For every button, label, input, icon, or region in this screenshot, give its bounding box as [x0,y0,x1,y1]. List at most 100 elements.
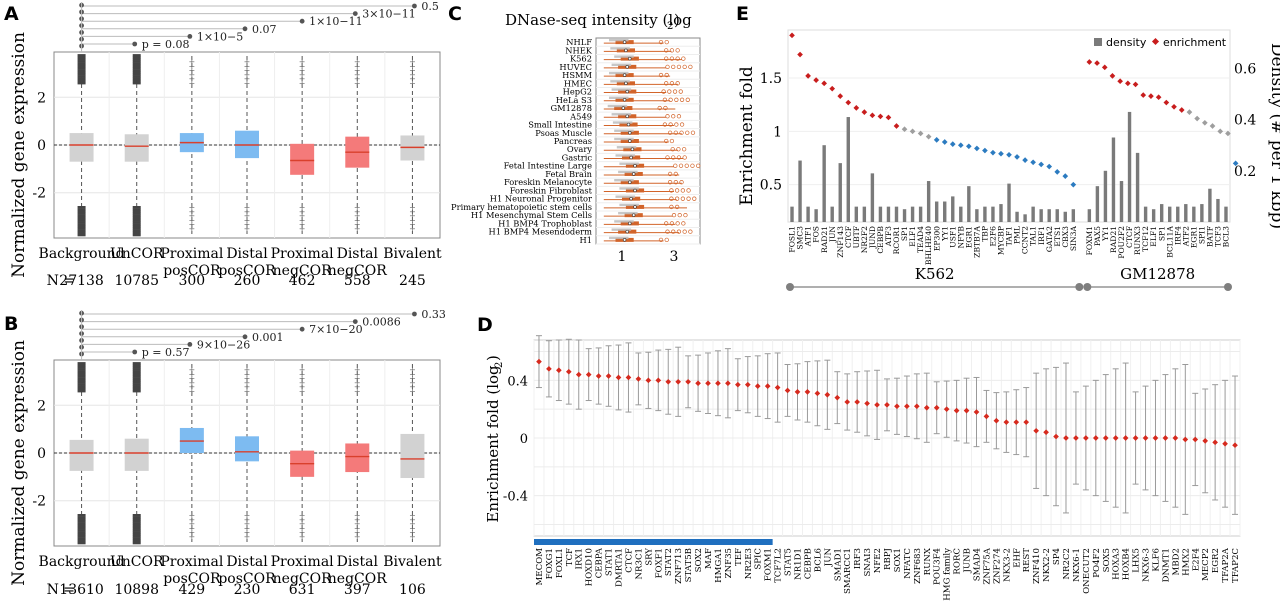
tf-label: EGR2 [1211,548,1221,573]
outlier-circle [674,196,680,201]
outlier-circle [676,147,681,152]
enrichment-point [595,373,602,379]
outlier-circle [682,229,687,234]
tf-label: TCF7L2 [774,548,784,583]
outlier-point: + [299,220,306,229]
enrichment-point [993,417,1000,424]
tf-label: TCF12 [1141,226,1150,252]
outlier-point: + [299,370,306,379]
box-grey [611,113,632,116]
outlier-point [77,526,86,530]
enrichment-point [565,368,572,375]
tf-label: CBX3 [1061,226,1070,248]
outlier-circle [664,221,669,226]
density-bar [1159,204,1164,222]
outlier-point [132,69,141,72]
enrichment-point [885,114,892,121]
median-point [628,180,632,184]
category-label: Proximal [271,246,335,262]
median-point [629,155,633,160]
outlier-point: + [189,58,196,67]
outlier-circle [679,130,684,135]
panel-label-e: E [736,3,749,25]
pvalue-label: 0.5 [421,0,439,13]
outlier-point [132,75,141,78]
category-label: Proximal [271,554,335,570]
outlier-point: + [409,378,416,387]
outlier-point: + [189,79,196,88]
outlier-point [77,537,86,541]
outlier-point: + [189,207,196,216]
outlier-point: + [354,70,361,79]
box-grey [619,187,639,190]
median-point [625,114,629,118]
tf-label: POU2F2 [1117,226,1126,259]
enrichment-point [877,113,884,120]
cell-type-label: NHLF [566,37,592,47]
density-bar [1111,137,1116,222]
chart-title-end: ) [674,11,680,29]
density-bar [1143,206,1148,222]
outlier-point: + [244,75,251,84]
tf-label: RBPJ [883,547,893,570]
outlier-point [77,541,86,545]
outlier-point: + [354,370,361,379]
outlier-circle [667,180,673,185]
tf-label: BCL3 [1222,226,1231,248]
tf-label: RCOR1 [892,226,901,254]
category-label: Background [39,246,125,262]
category-label: posCOR [218,571,276,587]
outlier-point: + [409,224,416,233]
enrichment-point [1101,64,1108,71]
pvalue-label: 9×10−26 [197,338,250,351]
outlier-circle [658,72,664,78]
box-grey [612,121,633,124]
density-bar [1151,209,1156,222]
outlier-point: + [299,528,306,537]
count-label: 631 [289,582,316,598]
outlier-circle [676,64,682,69]
enrichment-point [784,387,791,394]
outlier-point: + [244,520,251,529]
cell-type-label: Primary hematopoietic stem cells [451,202,592,212]
box-grey [124,438,149,471]
enrichment-point [1140,92,1147,98]
outlier-point [132,79,141,83]
cell-type-label: Gastric [562,152,593,162]
density-bar [1127,111,1132,222]
outlier-point [132,229,141,233]
pvalue-dot [352,11,358,16]
outlier-point: + [244,366,251,375]
outlier-point: + [244,66,251,75]
tf-label: CTCF [1125,226,1134,248]
pvalue-label: 0.07 [252,23,277,36]
density-bar [1023,214,1027,222]
enrichment-point [1030,159,1036,166]
outlier-point [77,514,86,517]
enrichment-point [904,403,910,410]
enrichment-point [1038,161,1044,168]
pvalue-dot [242,26,248,32]
enrichment-point [941,139,948,145]
count-label: 260 [234,273,261,289]
outlier-point: + [299,66,306,75]
median-point [633,188,637,193]
median-point [631,172,636,176]
outlier-point [77,524,86,528]
density-bar [878,206,883,222]
tf-label: EP300 [932,226,941,251]
tf-label: NR1D1 [794,548,804,580]
outlier-point [132,374,141,378]
count-label: 397 [344,582,371,598]
y-tick-label: -0.4 [503,490,528,505]
box-grey [609,96,629,99]
outlier-point: + [409,370,416,379]
enrichment-point [1003,419,1010,425]
density-bar [1087,209,1092,222]
density-bar [814,209,818,222]
outlier-point [77,69,86,72]
enrichment-point [814,390,821,397]
